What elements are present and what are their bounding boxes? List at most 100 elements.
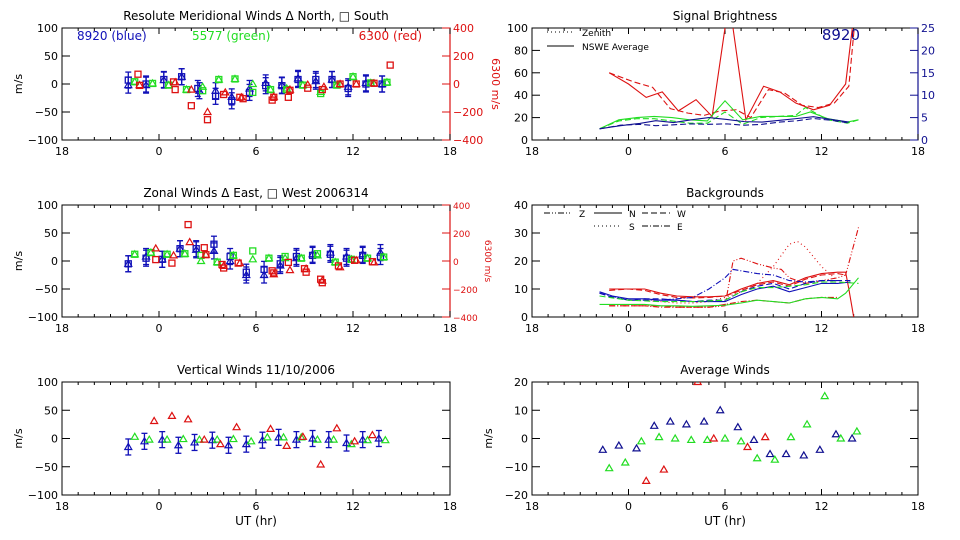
data-point-triangle [659,464,669,473]
data-point-triangle [202,107,213,116]
y-right-tick-label: 0 [921,134,928,147]
data-point-square [169,78,178,86]
series-8920-nswe-average [599,116,849,130]
y-tick-label: 50 [44,227,58,240]
y-right-tick-label: −400 [453,314,478,324]
data-point-square [312,75,320,84]
series-line [599,117,849,130]
annotation-label: 6300 (red) [359,29,422,43]
series-line [609,271,855,317]
data-point-square [181,250,189,258]
x-tick-label: 12 [346,322,360,335]
series-8920 [123,428,384,456]
data-point-square [211,92,220,100]
data-point-triangle [641,476,651,484]
series-6300-n [609,271,855,317]
x-tick-label: 18 [55,500,69,513]
chart-meridional: Resolute Meridional Winds Δ North, □ Sou… [12,9,502,158]
x-tick-label: 6 [722,322,729,335]
chart-title: Vertical Winds 11/10/2006 [177,363,335,377]
data-point-square [350,256,359,264]
data-point-triangle [246,436,256,445]
series-8920-w [599,280,851,303]
y-tick-label: −50 [35,106,58,119]
y-right-tick-label: 400 [453,202,470,212]
y-tick-label: 40 [514,199,528,212]
data-point-triangle [699,416,709,425]
plot-area [599,227,860,317]
data-point-triangle [749,435,759,444]
legend-label: E [677,223,683,233]
data-point-triangle [799,450,809,459]
data-point-triangle [266,424,276,432]
data-point-triangle [196,256,206,265]
x-tick-label: 0 [625,500,632,513]
x-tick-label: 6 [253,322,260,335]
series-line [599,268,838,301]
data-point-square [284,258,292,267]
x-tick-label: 18 [55,145,69,158]
data-point-square [262,82,270,90]
series-6300 [149,411,377,468]
data-point-square [160,75,168,84]
y-tick-label: 20 [514,376,528,389]
data-point-triangle [285,265,295,274]
x-tick-label: 18 [911,322,925,335]
data-point-triangle [186,84,196,93]
data-point-triangle [598,445,608,453]
data-point-triangle [157,434,167,443]
x-axis-label: UT (hr) [235,514,277,528]
legend-label: Z [579,210,585,220]
data-point-square [202,251,210,259]
data-point-triangle [709,433,719,442]
y-axis-label-right: 6300 m/s [482,240,492,283]
data-point-square [131,250,139,258]
series-8920-zenith [599,117,849,130]
series-line [599,106,859,130]
legend-label: Zenith [582,29,611,39]
data-point-triangle [742,442,753,451]
data-point-triangle [733,422,743,431]
data-point-triangle [324,434,334,443]
series-6300-w [609,273,846,299]
plot-area [123,61,394,124]
series-6300-south [134,61,394,124]
annotation-label: 8920 [822,26,860,44]
series-6300-north [135,77,379,116]
data-point-square [229,251,238,260]
data-point-square [135,81,144,90]
plot-frame [61,27,451,141]
y-tick-label: 0 [521,134,528,147]
data-point-square [265,254,273,262]
y-tick-label: −20 [505,489,528,502]
series-line [599,281,859,303]
data-point-square [239,95,247,103]
data-point-triangle [151,243,161,252]
data-point-triangle [178,434,188,443]
data-point-triangle [770,454,780,463]
data-point-triangle [367,430,377,439]
plot-frame [61,381,451,496]
y-right-tick-label: 5 [921,112,928,125]
y-tick-label: 0 [51,433,58,446]
series-5577-w [599,281,859,303]
x-tick-label: 0 [625,145,632,158]
chart-title: Resolute Meridional Winds Δ North, □ Sou… [123,9,389,23]
series-line [609,28,855,119]
data-point-square [328,75,336,84]
data-point-square [187,102,195,110]
series-6300-nswe-average [608,28,853,122]
data-point-square [313,250,322,258]
y-right-tick-label: 10 [921,89,935,102]
data-point-triangle [282,441,292,449]
data-point-triangle [199,434,209,443]
data-point-square [297,254,305,262]
legend-label: NSWE Average [582,43,649,53]
data-point-square [200,244,208,252]
annotation-label: 5577 (green) [192,29,270,43]
series-8920-e [599,268,838,301]
data-point-triangle [831,429,841,438]
data-point-triangle [308,433,318,442]
